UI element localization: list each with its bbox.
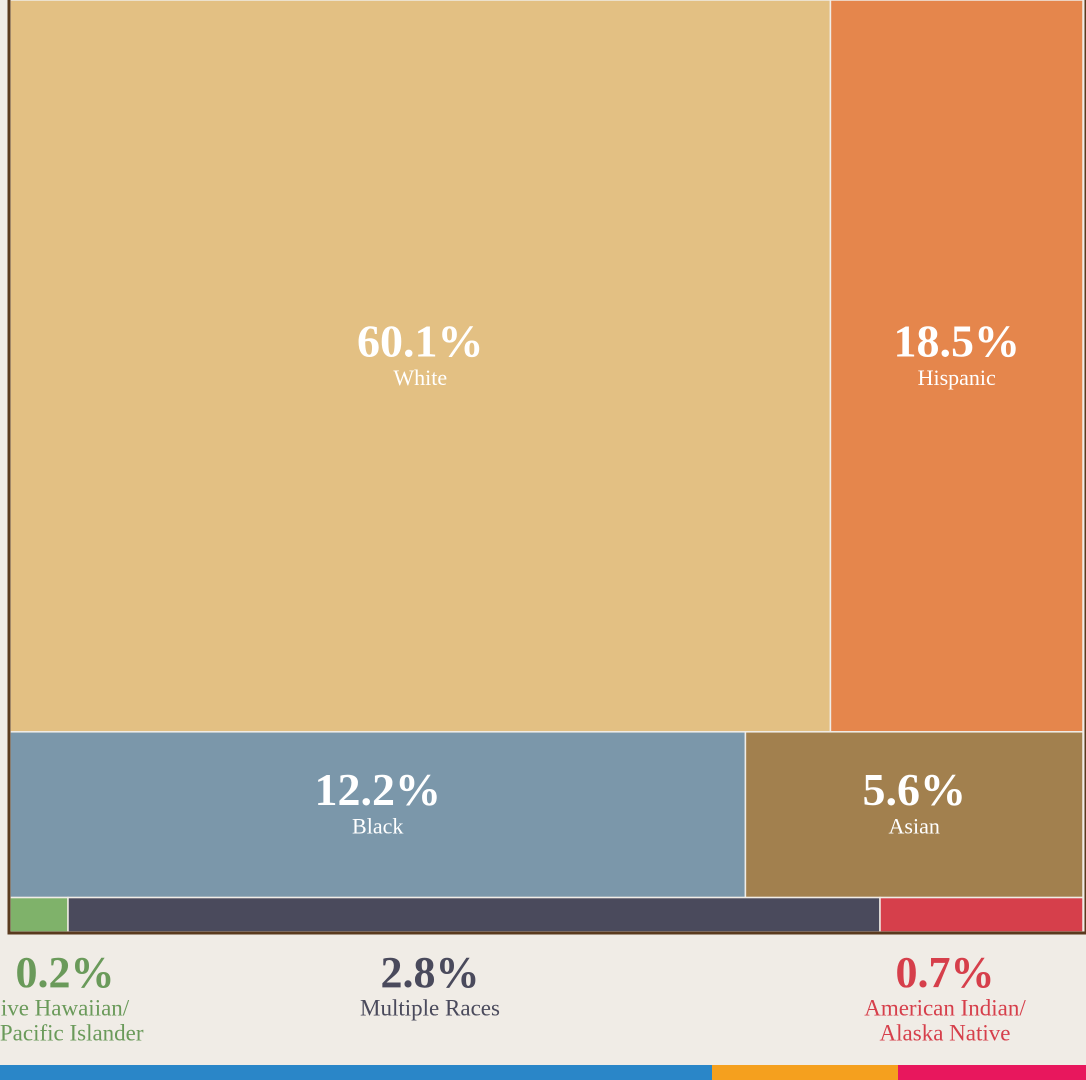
- tile: [67, 896, 881, 933]
- category-label: White: [393, 365, 447, 390]
- value-label: 0.2%: [16, 948, 115, 997]
- category-label: American Indian/: [864, 995, 1026, 1020]
- category-label: Asian: [889, 814, 940, 839]
- tile: [744, 731, 1084, 899]
- frame: [7, 0, 1086, 935]
- tile: [829, 0, 1084, 733]
- value-label: 5.6%: [862, 764, 966, 815]
- footer-stripe: [0, 1065, 712, 1080]
- category-label: Multiple Races: [360, 995, 500, 1020]
- value-label: 0.7%: [896, 948, 995, 997]
- category-label: Black: [352, 814, 403, 839]
- category-label: Alaska Native: [880, 1020, 1011, 1045]
- category-label: r Pacific Islander: [0, 1020, 144, 1045]
- category-label: ive Hawaiian/: [1, 995, 130, 1020]
- footer-stripe: [712, 1065, 898, 1080]
- value-label: 2.8%: [381, 948, 480, 997]
- tile: [879, 896, 1084, 933]
- value-label: 60.1%: [357, 315, 484, 366]
- tile: [9, 896, 69, 933]
- tile: [9, 0, 832, 733]
- value-label: 12.2%: [314, 764, 441, 815]
- category-label: Hispanic: [918, 365, 996, 390]
- footer-stripe: [898, 1065, 1086, 1080]
- value-label: 18.5%: [893, 315, 1020, 366]
